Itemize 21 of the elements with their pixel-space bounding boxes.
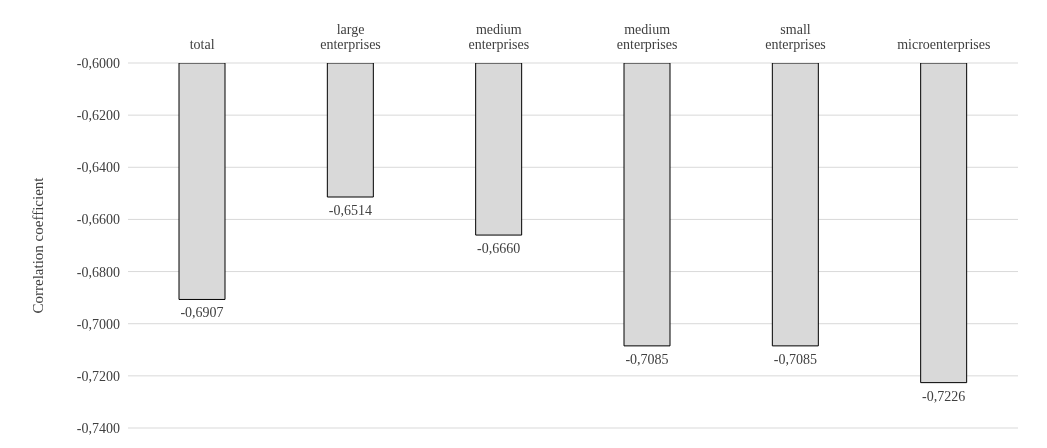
x-tick-label: medium enterprises <box>468 22 530 52</box>
y-tick-label: -0,6600 <box>76 212 120 228</box>
data-label: -0,6660 <box>477 241 521 257</box>
x-tick-label: total <box>189 37 215 52</box>
y-tick-label: -0,6200 <box>76 108 120 124</box>
data-label: -0,6514 <box>328 203 372 219</box>
y-tick-label: -0,7200 <box>76 368 120 384</box>
y-tick-label: -0,6400 <box>76 160 120 176</box>
y-tick-label: -0,7000 <box>76 316 120 332</box>
x-tick-label: small enterprises <box>765 22 826 52</box>
y-axis-title: Correlation coefficient <box>30 176 47 314</box>
x-tick-label: microenterprises <box>897 37 991 52</box>
y-tick-label: -0,7400 <box>76 420 120 436</box>
x-tick-label: large enterprises <box>320 22 381 52</box>
data-label: -0,7085 <box>773 351 817 367</box>
y-tick-label: -0,6800 <box>76 264 120 280</box>
data-label: -0,7226 <box>922 388 966 404</box>
data-label: -0,6907 <box>180 305 224 321</box>
x-tick-label: medium enterprises <box>616 22 678 52</box>
data-label: -0,7085 <box>625 351 669 367</box>
y-tick-label: -0,6000 <box>76 55 120 71</box>
